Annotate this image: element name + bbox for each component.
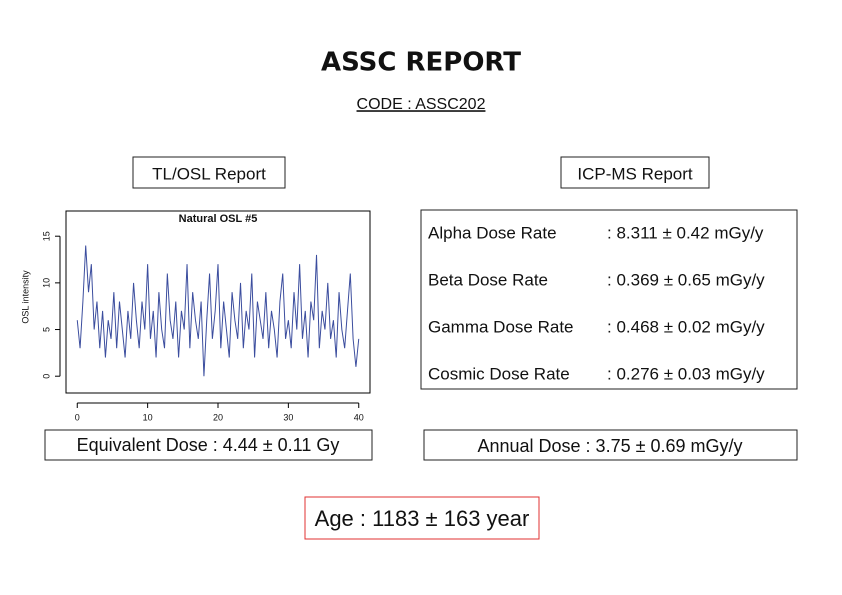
dose-table (420, 209, 798, 390)
section-box (132, 156, 286, 189)
y-tick-label: 0 (41, 374, 51, 379)
y-axis-label: OSL intensity (20, 270, 30, 324)
plot-frame (65, 210, 371, 394)
section-title: ICP-MS Report (577, 164, 693, 183)
y-tick-label: 15 (41, 231, 51, 241)
chart-title: Natural OSL #5 (179, 213, 258, 225)
x-tick-label: 30 (283, 412, 293, 422)
x-tick-label: 40 (354, 412, 364, 422)
equivalent-dose: Equivalent Dose : 4.44 ± 0.11 Gy (77, 435, 340, 455)
x-tick-label: 0 (75, 412, 80, 422)
dose-value: : 8.311 ± 0.42 mGy/y (607, 223, 764, 242)
age-box (304, 496, 540, 540)
dose-label: Alpha Dose Rate (428, 223, 557, 242)
dose-label: Beta Dose Rate (428, 270, 548, 289)
y-tick-label: 5 (41, 327, 51, 332)
report-title: ASSC REPORT (321, 48, 521, 78)
age: Age : 1183 ± 163 year (315, 506, 530, 531)
dose-value: : 0.468 ± 0.02 mGy/y (607, 317, 765, 336)
dose-label: Gamma Dose Rate (428, 317, 574, 336)
section-title: TL/OSL Report (152, 164, 266, 183)
annual-dose: Annual Dose : 3.75 ± 0.69 mGy/y (477, 436, 742, 456)
x-tick-label: 10 (143, 412, 153, 422)
dose-label: Cosmic Dose Rate (428, 364, 570, 383)
y-tick-label: 10 (41, 278, 51, 288)
report-code: CODE : ASSC202 (357, 96, 486, 113)
x-tick-label: 20 (213, 412, 223, 422)
result-box (423, 429, 798, 461)
dose-value: : 0.369 ± 0.65 mGy/y (607, 270, 765, 289)
section-box (560, 156, 710, 189)
osl-line (76, 245, 360, 377)
result-box (44, 429, 373, 461)
dose-value: : 0.276 ± 0.03 mGy/y (607, 364, 765, 383)
